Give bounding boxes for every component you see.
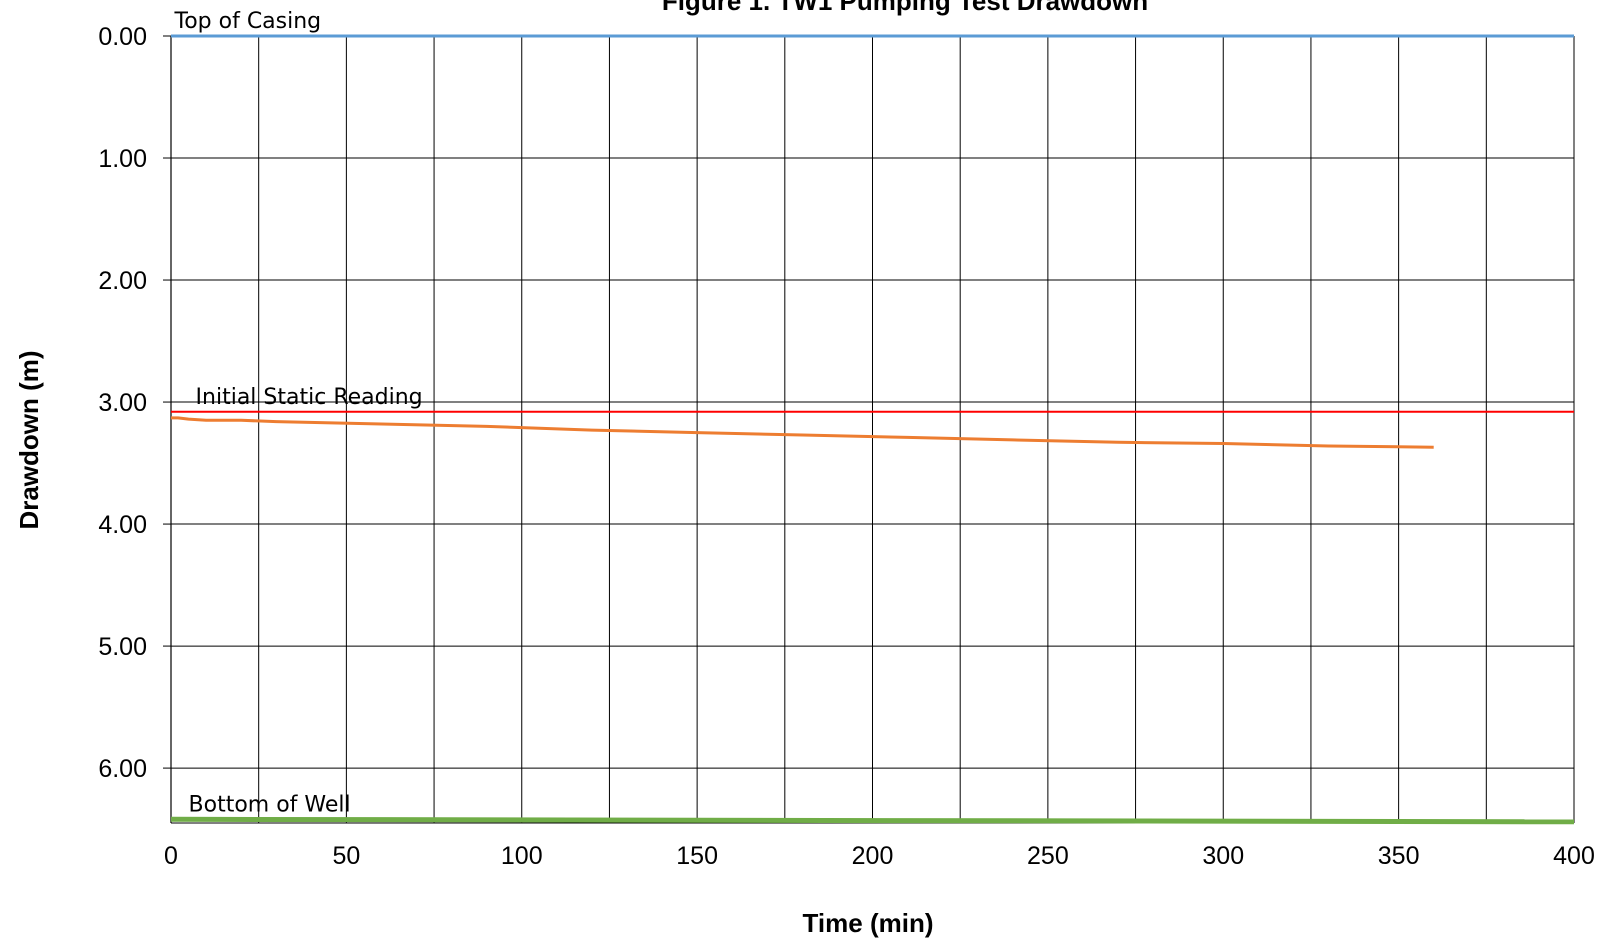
y-axis-label: Drawdown (m) <box>14 350 44 529</box>
x-tick-label: 100 <box>501 842 543 870</box>
y-tick-label: 0.00 <box>98 23 147 51</box>
x-tick-label: 200 <box>852 842 894 870</box>
y-tick-label: 6.00 <box>98 755 147 783</box>
series-lines <box>170 34 1575 825</box>
x-tick-label: 0 <box>164 842 178 870</box>
bottom-of-well-line <box>170 816 1575 825</box>
annotation-label: Initial Static Reading <box>196 385 423 410</box>
x-tick-label: 250 <box>1027 842 1069 870</box>
annotation-label: Bottom of Well <box>189 792 351 817</box>
y-tick-label: 1.00 <box>98 145 147 173</box>
y-tick-label: 5.00 <box>98 633 147 661</box>
annotation-label: Top of Casing <box>174 9 322 34</box>
y-tick-label: 2.00 <box>98 267 147 295</box>
y-tick-label: 3.00 <box>98 389 147 417</box>
drawdown-line <box>171 416 1434 449</box>
x-tick-label: 300 <box>1202 842 1244 870</box>
y-tick-label: 4.00 <box>98 511 147 539</box>
x-tick-label: 400 <box>1553 842 1595 870</box>
gridlines <box>163 35 1575 824</box>
x-tick-label: 150 <box>676 842 718 870</box>
x-axis-label: Time (min) <box>803 908 934 938</box>
annotations: Top of Casing Initial Static Reading Botto… <box>174 9 423 817</box>
chart-title: Figure 1. TW1 Pumping Test Drawdown <box>662 0 1148 16</box>
x-tick-label: 350 <box>1378 842 1420 870</box>
tick-labels: 0 50 100 150 200 250 300 350 400 0.00 1.00 2.00 3.00… <box>98 23 1595 870</box>
x-tick-label: 50 <box>332 842 360 870</box>
